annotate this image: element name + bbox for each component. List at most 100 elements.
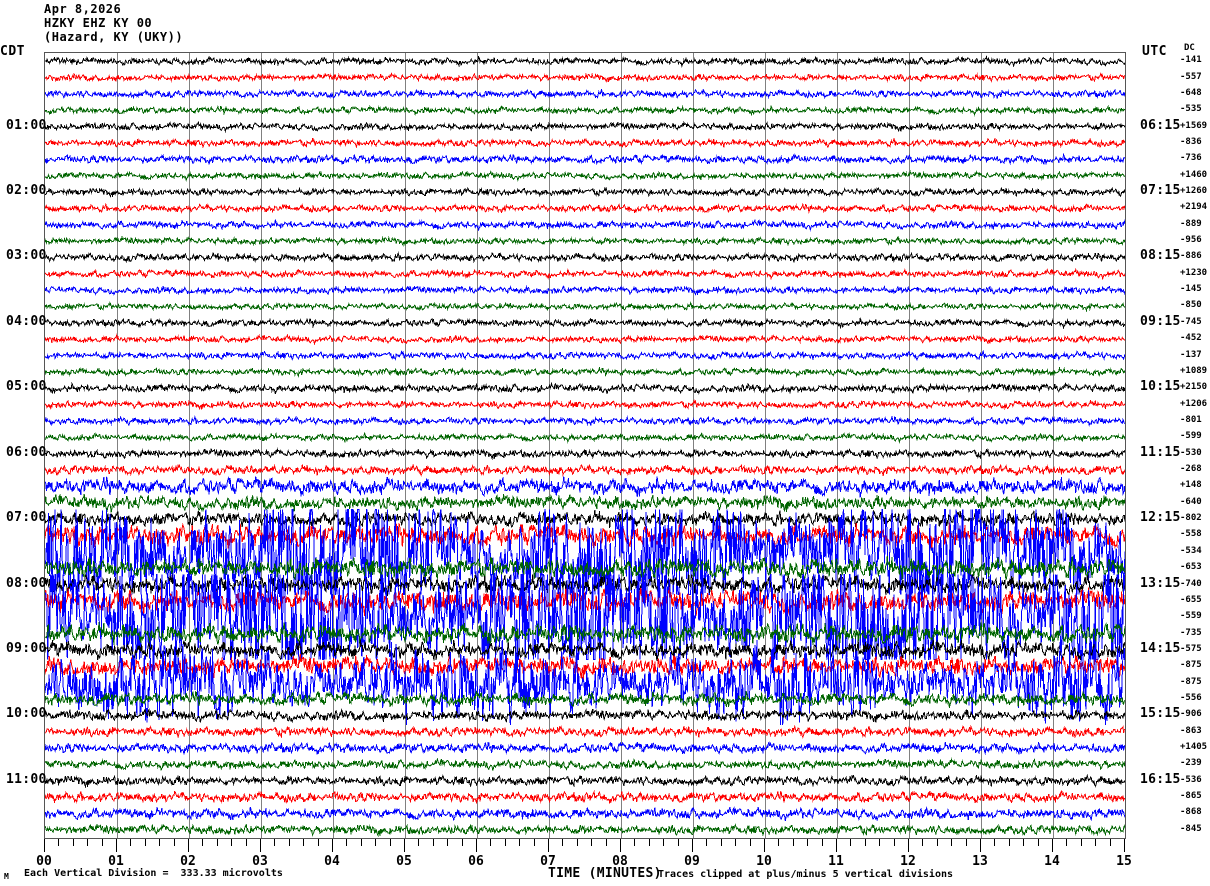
- x-tick-minor: [951, 839, 953, 846]
- left-time-label-0400: 04:00: [6, 313, 47, 329]
- x-tick-major-02: [188, 839, 189, 852]
- x-label-05: 05: [396, 854, 412, 869]
- x-tick-minor: [735, 839, 737, 846]
- trace-09: [45, 202, 1125, 214]
- x-tick-minor: [677, 839, 679, 846]
- trace-14: [45, 284, 1125, 296]
- x-tick-minor: [1023, 839, 1025, 846]
- x-tick-minor: [504, 839, 506, 846]
- trace-41: [45, 724, 1125, 739]
- left-time-label-0700: 07:00: [6, 510, 47, 526]
- dc-value-10: -889: [1180, 218, 1202, 229]
- dc-value-37: -875: [1180, 660, 1202, 671]
- trace-31: [45, 555, 1125, 581]
- x-tick-minor: [202, 839, 204, 846]
- x-label-00: 00: [36, 854, 52, 869]
- dc-value-35: -735: [1180, 627, 1202, 638]
- plot-gridlines: [45, 53, 1125, 838]
- left-time-label-1000: 10:00: [6, 706, 47, 722]
- x-tick-minor: [360, 839, 362, 846]
- trace-36: [45, 639, 1125, 662]
- x-tick-major-05: [404, 839, 405, 852]
- dc-value-24: -530: [1180, 447, 1202, 458]
- dc-value-38: -875: [1180, 676, 1202, 687]
- right-time-label-0715: 07:15: [1140, 183, 1181, 198]
- gridline-minute-07: [549, 53, 550, 838]
- dc-value-16: -745: [1180, 316, 1202, 327]
- x-label-12: 12: [900, 854, 916, 869]
- x-tick-major-14: [1052, 839, 1053, 852]
- x-tick-minor: [317, 839, 319, 846]
- x-axis-title: TIME (MINUTES): [548, 866, 662, 881]
- vertical-scale-note: Each Vertical Division = 333.33 microvol…: [24, 868, 283, 879]
- x-label-13: 13: [972, 854, 988, 869]
- trace-45: [45, 789, 1125, 804]
- x-tick-major-13: [980, 839, 981, 852]
- trace-44: [45, 773, 1125, 789]
- x-tick-minor: [274, 839, 276, 846]
- x-tick-minor: [490, 839, 492, 846]
- left-time-label-0800: 08:00: [6, 575, 47, 591]
- trace-23: [45, 431, 1125, 444]
- trace-01: [45, 72, 1125, 83]
- dc-value-19: +1089: [1180, 365, 1208, 376]
- trace-17: [45, 333, 1125, 346]
- x-tick-major-08: [620, 839, 621, 852]
- trace-21: [45, 399, 1125, 411]
- x-tick-minor: [173, 839, 175, 846]
- dc-value-39: -556: [1180, 692, 1202, 703]
- dc-value-27: -640: [1180, 496, 1202, 507]
- x-label-07: 07: [540, 854, 556, 869]
- dc-value-25: -268: [1180, 464, 1202, 475]
- trace-46: [45, 806, 1125, 822]
- x-label-10: 10: [756, 854, 772, 869]
- x-label-09: 09: [684, 854, 700, 869]
- trace-39: [45, 690, 1125, 708]
- dc-value-11: -956: [1180, 235, 1202, 246]
- trace-32: [45, 573, 1125, 597]
- x-tick-minor: [231, 839, 233, 846]
- x-tick-minor: [303, 839, 305, 846]
- trace-03: [45, 104, 1125, 117]
- right-time-label-1515: 15:15: [1140, 706, 1181, 722]
- dc-value-12: -886: [1180, 251, 1202, 262]
- dc-value-44: -536: [1180, 774, 1202, 785]
- gridline-minute-12: [909, 53, 910, 838]
- trace-08: [45, 186, 1125, 198]
- dc-value-18: -137: [1180, 349, 1202, 360]
- x-tick-minor: [159, 839, 161, 846]
- dc-value-02: -648: [1180, 87, 1202, 98]
- gridline-minute-11: [837, 53, 838, 838]
- x-tick-major-10: [764, 839, 765, 852]
- trace-38: [45, 640, 1125, 726]
- left-time-label-0300: 03:00: [6, 248, 47, 264]
- x-label-08: 08: [612, 854, 628, 869]
- x-tick-minor: [576, 839, 578, 846]
- x-tick-minor: [1037, 839, 1039, 846]
- trace-40: [45, 707, 1125, 724]
- dc-value-30: -534: [1180, 545, 1202, 556]
- x-axis-labels: 00 01 02 03 04 05 06 07 08 09 10 11 12 13 14 15: [0, 854, 1210, 870]
- x-tick-minor: [389, 839, 391, 846]
- x-label-11: 11: [828, 854, 844, 869]
- dc-value-20: +2150: [1180, 382, 1208, 393]
- x-tick-minor: [605, 839, 607, 846]
- dc-value-01: -557: [1180, 71, 1202, 82]
- trace-16: [45, 317, 1125, 330]
- trace-07: [45, 169, 1125, 182]
- x-tick-minor: [634, 839, 636, 846]
- trace-35: [45, 621, 1125, 646]
- left-time-label-0600: 06:00: [6, 444, 47, 460]
- x-tick-minor: [749, 839, 751, 846]
- x-tick-minor: [245, 839, 247, 846]
- x-tick-minor: [893, 839, 895, 846]
- gridline-minute-05: [405, 53, 406, 838]
- trace-02: [45, 87, 1125, 100]
- x-tick-minor: [922, 839, 924, 846]
- x-tick-minor: [58, 839, 60, 846]
- clipping-note: Traces clipped at plus/minus 5 vertical …: [658, 869, 954, 880]
- gridline-minute-02: [189, 53, 190, 838]
- trace-47: [45, 823, 1125, 838]
- x-label-01: 01: [108, 854, 124, 869]
- left-time-label-0200: 02:00: [6, 183, 47, 198]
